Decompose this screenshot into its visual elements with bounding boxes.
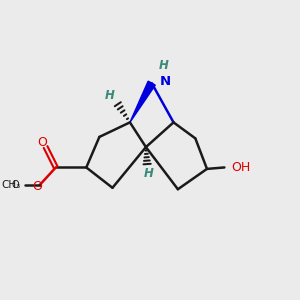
Text: O: O (11, 180, 19, 190)
Text: H: H (159, 59, 169, 72)
Text: H: H (144, 167, 154, 180)
Text: O: O (37, 136, 47, 149)
Text: H: H (105, 89, 115, 102)
Text: N: N (160, 75, 171, 88)
Text: OH: OH (231, 161, 250, 174)
Text: CH₃: CH₃ (2, 180, 21, 190)
Text: O: O (32, 180, 42, 193)
Polygon shape (130, 81, 155, 122)
